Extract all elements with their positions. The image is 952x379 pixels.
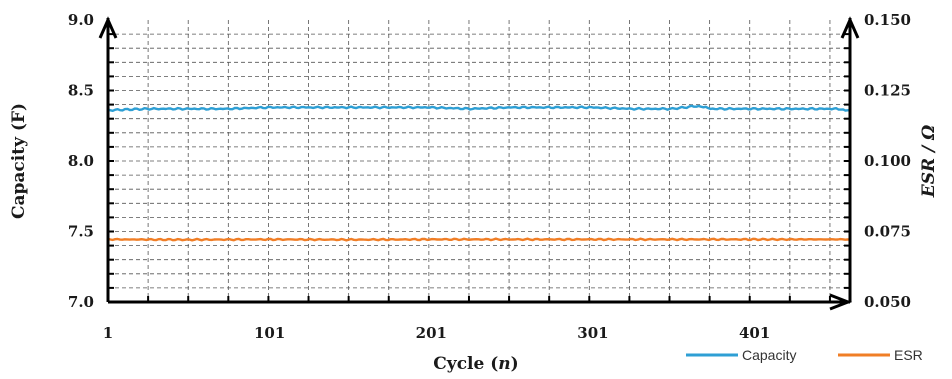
x-tick-label: 301 [577, 324, 608, 342]
x-tick-label: 201 [416, 324, 447, 342]
axes [98, 16, 860, 311]
x-axis-title-text: Cycle [433, 354, 484, 374]
y-left-tick-label: 7.5 [68, 223, 94, 241]
y-right-tick-label: 0.100 [864, 152, 911, 170]
y-left-tick-label: 9.0 [68, 11, 94, 29]
y-axis-right-title: ESR / Ω [919, 125, 939, 199]
legend-label-capacity: Capacity [742, 347, 796, 363]
x-axis-title-variable: n [498, 354, 510, 374]
y-left-tick-label: 8.0 [68, 152, 94, 170]
legend-label-esr: ESR [894, 347, 923, 363]
y-right-tick-label: 0.125 [864, 82, 911, 100]
series-line-esr [108, 237, 850, 242]
x-tick-label: 401 [739, 324, 770, 342]
y-left-tick-label: 7.0 [68, 293, 94, 311]
legend: Capacity ESR [686, 347, 923, 363]
y-left-tick-label: 8.5 [68, 82, 94, 100]
series-line-capacity [108, 104, 850, 112]
y-axis-left-arrow [98, 16, 118, 39]
x-axis-title: Cycle (n) [433, 354, 518, 374]
grid-lines [108, 20, 850, 302]
y-axis-right-arrow [840, 16, 860, 39]
x-tick-label: 1 [103, 324, 113, 342]
data-series [108, 104, 850, 242]
y-right-tick-label: 0.075 [864, 223, 911, 241]
x-tick-label: 101 [254, 324, 285, 342]
y-right-tick-label: 0.150 [864, 11, 911, 29]
y-axis-left-title: Capacity (F) [9, 103, 29, 219]
tick-labels: 7.0 7.5 8.0 8.5 9.0 0.050 0.075 0.100 0.125 0.150… [68, 11, 911, 342]
x-axis-arrow [829, 293, 853, 311]
y-right-tick-label: 0.050 [864, 293, 911, 311]
